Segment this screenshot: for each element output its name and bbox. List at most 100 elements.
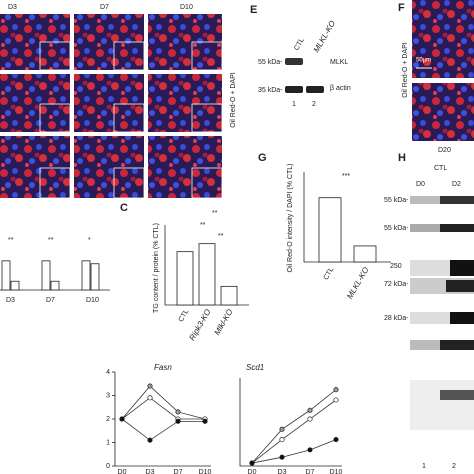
col-label: D10 [180, 4, 193, 11]
y-tick-label: 0 [106, 463, 110, 470]
lane: MLKL-KO [312, 19, 337, 54]
y-tick-label: 1 [106, 439, 110, 446]
images [0, 0, 474, 430]
bar [220, 285, 238, 306]
lane: D0 [416, 181, 425, 188]
point [333, 387, 339, 393]
axis [239, 378, 342, 467]
line [251, 399, 337, 464]
point [175, 418, 181, 424]
line [121, 397, 205, 420]
point [147, 437, 153, 443]
x-label: D10 [199, 469, 212, 474]
x-label: D7 [174, 469, 183, 474]
texts: D3 D7 D10 Oil Red-O + DAPI E CTL MLKL-KO… [8, 2, 461, 470]
point [147, 395, 153, 401]
scale-bar: 50µm [416, 58, 431, 64]
y-label: TG content / protein (% CTL) [153, 223, 160, 313]
x-label: D0 [248, 469, 257, 474]
point [202, 418, 208, 424]
line [121, 385, 206, 420]
bar [41, 260, 51, 291]
point [333, 397, 339, 403]
y-label: Oil Red-O intensity / DAPI (% CTL) [287, 164, 294, 273]
point [333, 437, 339, 443]
bar [198, 243, 216, 306]
marker: 55 kDa- [384, 225, 409, 232]
lane-number: 1 [292, 101, 296, 108]
band: β actin [330, 85, 351, 92]
bar [176, 251, 194, 306]
point [249, 460, 255, 466]
y-tick-label: 4 [106, 369, 110, 376]
marker: 35 kDa- [258, 87, 283, 94]
x-label: D7 [46, 297, 55, 304]
x-label: Ripk3-KO [187, 308, 212, 343]
significance: ** [8, 237, 14, 244]
significance: ** [48, 237, 54, 244]
y-tick-label: 3 [106, 392, 110, 399]
chart-title: Scd1 [246, 363, 264, 372]
axis [303, 172, 391, 263]
lane-number: 2 [452, 463, 456, 470]
line [251, 439, 337, 464]
chart-title: Fasn [154, 363, 172, 372]
marker: 55 kDa- [384, 197, 409, 204]
significance: ** [212, 210, 218, 217]
day: D20 [438, 147, 451, 154]
marker: 28 kDa- [384, 315, 409, 322]
point [307, 416, 313, 422]
bar [318, 197, 342, 263]
x-label: D0 [118, 469, 127, 474]
lane: D2 [452, 181, 461, 188]
point [147, 383, 153, 389]
significance: * [88, 237, 91, 244]
point [279, 437, 285, 443]
x-label: CTL [323, 266, 336, 281]
x-label: CTL [178, 308, 191, 323]
x-label: D3 [6, 297, 15, 304]
significance: ** [200, 222, 206, 229]
bar [353, 245, 377, 263]
significance: ** [218, 233, 224, 240]
bar [90, 263, 100, 291]
col-label: D3 [8, 4, 17, 11]
point [307, 407, 313, 413]
panel-letter: G [258, 152, 267, 164]
col-label: D7 [100, 4, 109, 11]
point [279, 454, 285, 460]
x-label: D3 [146, 469, 155, 474]
point [279, 426, 285, 432]
point [175, 409, 181, 415]
x-label: D10 [330, 469, 343, 474]
group: CTL [434, 165, 447, 172]
marker: 55 kDa- [258, 59, 283, 66]
x-label: MLKL-KO [345, 266, 370, 301]
x-label: Mlkl-KO [213, 308, 235, 337]
panel-letter: H [398, 152, 406, 164]
panel-letter: E [250, 4, 257, 16]
y-label: Oil Red-O + DAPI [402, 42, 409, 97]
x-label: D3 [278, 469, 287, 474]
marker: 72 kDa- [384, 281, 409, 288]
line [251, 389, 337, 464]
x-label: D10 [86, 297, 99, 304]
significance: *** [342, 173, 350, 180]
bar [10, 280, 20, 291]
bar [1, 260, 11, 291]
lane-number: 2 [312, 101, 316, 108]
y-label: Oil Red-O + DAPI [230, 72, 237, 127]
lane-number: 1 [422, 463, 426, 470]
band: MLKL [330, 59, 348, 66]
line [121, 418, 205, 441]
bar [50, 280, 60, 291]
point [119, 416, 125, 422]
panel-letter: C [120, 202, 128, 214]
lane: CTL [293, 37, 306, 52]
y-tick-label: 2 [106, 416, 110, 423]
panel-letter: F [398, 2, 405, 14]
point [307, 447, 313, 453]
x-label: D7 [306, 469, 315, 474]
bar [81, 260, 91, 291]
